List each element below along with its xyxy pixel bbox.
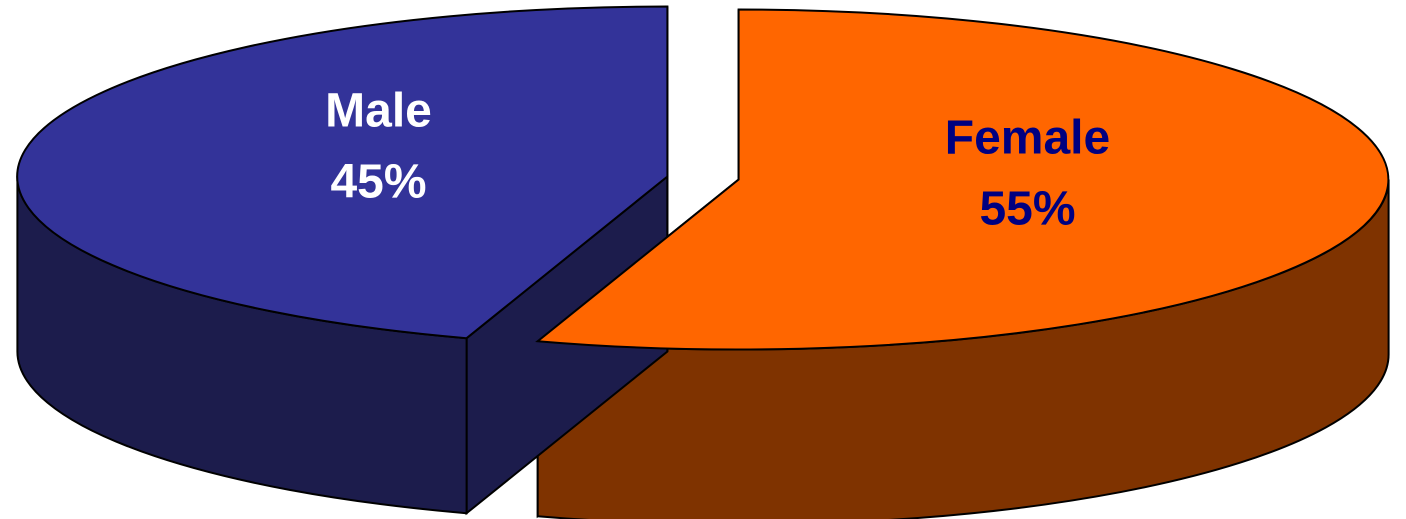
pie-tops xyxy=(16,5,1390,351)
female-name-label: Female xyxy=(945,111,1110,164)
male-name-label: Male xyxy=(325,85,432,138)
female-slice-top xyxy=(535,8,1390,351)
pie-labels: Female 55% Male 45% xyxy=(325,85,1110,236)
male-value-label: 45% xyxy=(330,156,426,209)
female-value-label: 55% xyxy=(979,182,1075,235)
male-slice-top xyxy=(16,5,669,340)
